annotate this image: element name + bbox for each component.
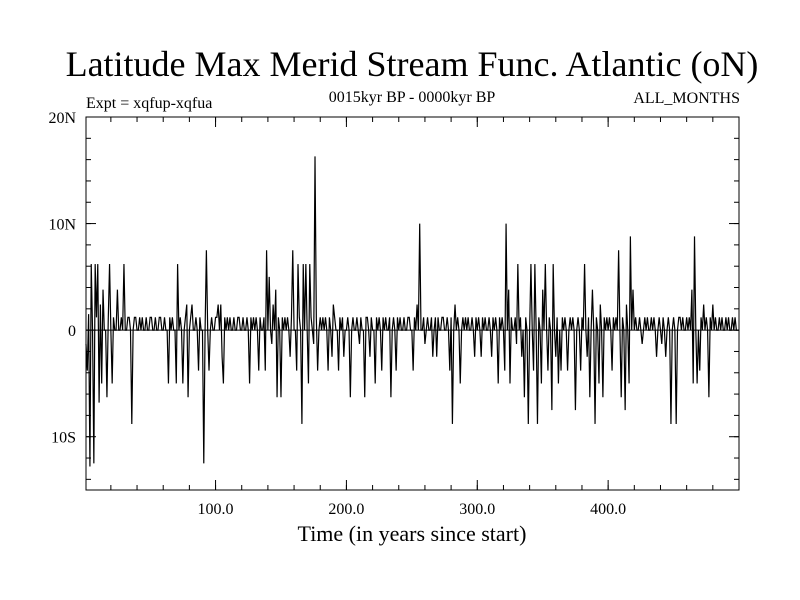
months-label: ALL_MONTHS: [633, 90, 740, 107]
series-layer: [85, 156, 739, 467]
x-tick-label: 300.0: [459, 501, 495, 518]
y-tick-label: 20N: [48, 110, 76, 127]
x-tick-label: 400.0: [590, 501, 626, 518]
y-tick-label: 10N: [48, 217, 76, 234]
x-axis-title: Time (in years since start): [298, 521, 527, 546]
y-tick-label: 0: [68, 323, 76, 340]
x-tick-label: 200.0: [328, 501, 364, 518]
plot-frame: [85, 116, 740, 491]
period-label: 0015kyr BP - 0000kyr BP: [329, 89, 496, 106]
x-tick-label: 100.0: [198, 501, 234, 518]
chart-title: Latitude Max Merid Stream Func. Atlantic…: [66, 44, 759, 84]
series-line: [85, 156, 739, 467]
experiment-label: Expt = xqfup-xqfua: [86, 95, 212, 112]
y-tick-label: 10S: [51, 430, 76, 447]
axis-ticks: 100.0 200.0 300.0 400.0 20N 10N 0 10S: [48, 110, 739, 518]
